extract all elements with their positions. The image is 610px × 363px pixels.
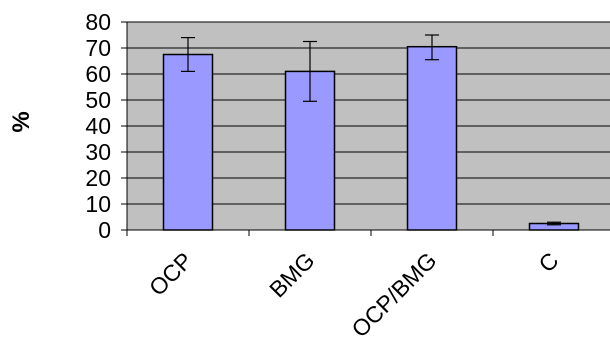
x-category-label: OCP/BMG: [346, 247, 441, 342]
error-bars: [181, 34, 561, 226]
y-tick-label: 30: [85, 139, 111, 165]
y-axis-title: %: [8, 111, 35, 132]
y-tick-label: 10: [85, 191, 111, 217]
y-tick-label: 40: [85, 113, 111, 139]
bar-ocp-bmg: [406, 45, 458, 231]
y-tick-label: 0: [98, 217, 111, 243]
x-axis-category-labels: OCP BMG OCP/BMG C: [144, 247, 564, 342]
x-category-label: BMG: [264, 247, 319, 302]
y-tick-label: 50: [85, 87, 111, 113]
x-axis-ticks: [126, 230, 494, 236]
x-category-label: C: [533, 247, 563, 277]
y-tick-label: 70: [85, 35, 111, 61]
y-tick-label: 80: [85, 9, 111, 35]
bar-ocp: [162, 53, 214, 231]
y-tick-label: 60: [85, 61, 111, 87]
y-tick-label: 20: [85, 165, 111, 191]
x-category-label: OCP: [144, 247, 198, 301]
y-axis-ticks: [121, 21, 127, 231]
